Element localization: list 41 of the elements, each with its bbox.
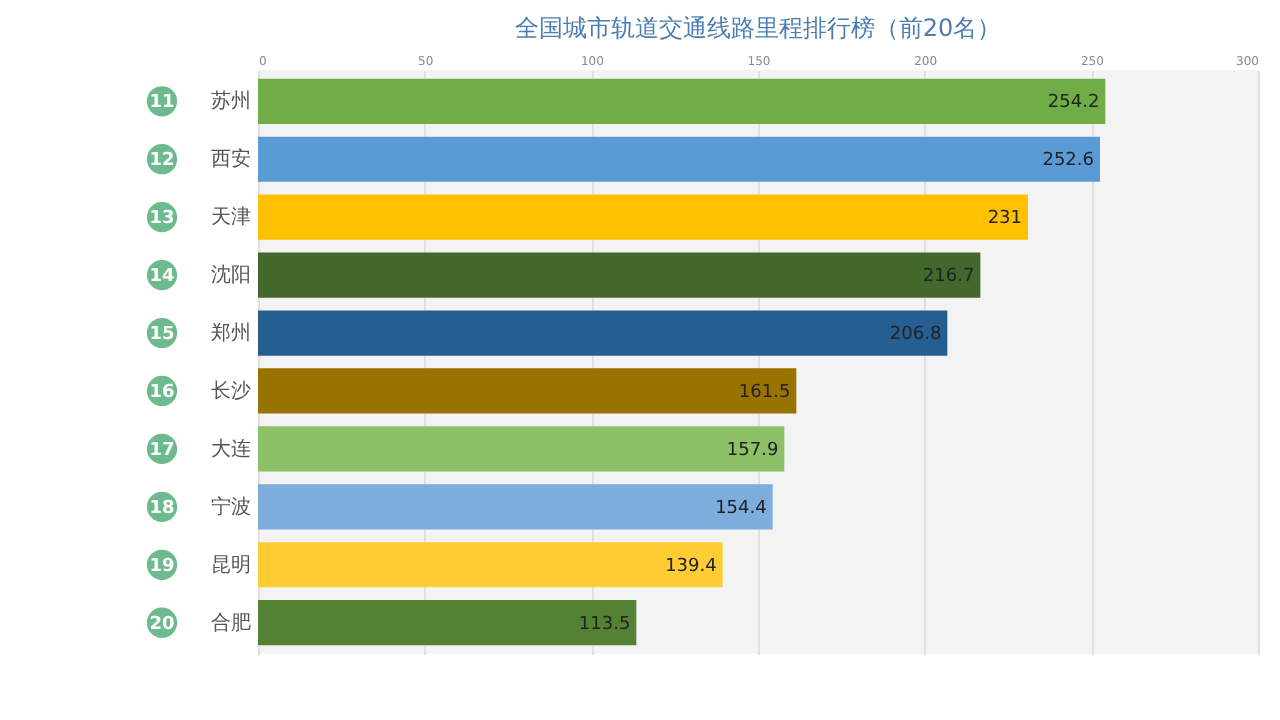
text: 11	[149, 93, 175, 114]
bar	[258, 484, 773, 530]
data-label: 154.4	[715, 498, 768, 519]
text: 15	[149, 325, 175, 346]
y-tick-label: 苏州	[211, 89, 251, 114]
y-tick-label: 大连	[211, 436, 251, 461]
text: 17	[149, 440, 175, 461]
text: 13	[149, 209, 175, 230]
bar	[258, 310, 948, 356]
data-label: 157.9	[726, 440, 779, 461]
text: 20	[149, 614, 175, 635]
data-label: 252.6	[1042, 151, 1095, 172]
y-tick-label: 合肥	[211, 610, 251, 635]
data-label: 113.5	[578, 614, 631, 635]
bar	[258, 600, 637, 646]
bar	[258, 368, 797, 414]
y-tick-label: 长沙	[211, 378, 251, 403]
y-tick-label: 宁波	[211, 494, 251, 519]
text: 18	[149, 498, 175, 519]
data-label: 216.7	[922, 267, 975, 288]
text: 14	[149, 267, 175, 288]
y-tick-label: 西安	[211, 147, 251, 172]
y-tick-label: 沈阳	[211, 263, 251, 288]
text: 19	[149, 556, 175, 577]
bar	[258, 426, 785, 472]
data-label: 231	[987, 209, 1022, 230]
bar	[258, 136, 1100, 182]
bar	[258, 194, 1028, 240]
bar	[258, 542, 723, 588]
data-label: 161.5	[738, 382, 791, 403]
text: 12	[149, 151, 175, 172]
chart-title: 全国城市轨道交通线路里程排行榜（前20名）	[514, 14, 1002, 42]
y-tick-label: 郑州	[211, 321, 251, 346]
data-label: 139.4	[665, 556, 718, 577]
data-label: 206.8	[889, 325, 942, 346]
text: 16	[149, 382, 175, 403]
bar	[258, 252, 981, 298]
y-tick-label: 昆明	[211, 554, 251, 577]
data-label: 254.2	[1047, 93, 1100, 114]
bar	[258, 78, 1106, 124]
y-tick-label: 天津	[211, 205, 251, 230]
